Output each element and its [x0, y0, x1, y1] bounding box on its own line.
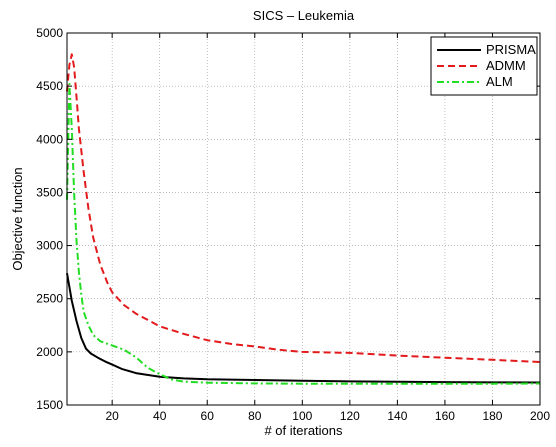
y-tick-label: 3500: [36, 185, 63, 199]
x-tick-label: 60: [201, 409, 215, 423]
x-tick-label: 200: [530, 409, 550, 423]
axis-ticks: 20 40 60 80 100 120 140 160 180 200 1500 2000 2500 30…: [36, 26, 550, 423]
series-line-admm: [66, 53, 541, 363]
y-tick-label: 1500: [36, 398, 63, 412]
legend-label-admm: ADMM: [486, 58, 526, 73]
x-tick-label: 80: [248, 409, 262, 423]
x-tick-label: 140: [387, 409, 407, 423]
x-tick-label: 100: [292, 409, 312, 423]
legend-label-alm: ALM: [486, 74, 513, 89]
x-tick-label: 180: [482, 409, 502, 423]
x-tick-label: 40: [153, 409, 167, 423]
y-tick-label: 4500: [36, 79, 63, 93]
series-lines: [66, 53, 541, 385]
series-line-prisma: [66, 273, 541, 384]
plot-frame: [66, 32, 541, 406]
legend-label-prisma: PRISMA: [486, 42, 536, 57]
y-tick-label: 4000: [36, 132, 63, 146]
x-tick-label: 120: [340, 409, 360, 423]
y-axis-title: Objective function: [10, 167, 25, 270]
x-tick-label: 160: [435, 409, 455, 423]
y-tick-label: 2000: [36, 345, 63, 359]
y-tick-label: 2500: [36, 292, 63, 306]
series-line-alm: [66, 83, 541, 385]
chart-title: SICS – Leukemia: [253, 8, 355, 23]
y-tick-label: 5000: [36, 26, 63, 40]
x-axis-title: # of iterations: [264, 423, 343, 438]
x-tick-label: 20: [105, 409, 119, 423]
y-tick-label: 3000: [36, 239, 63, 253]
